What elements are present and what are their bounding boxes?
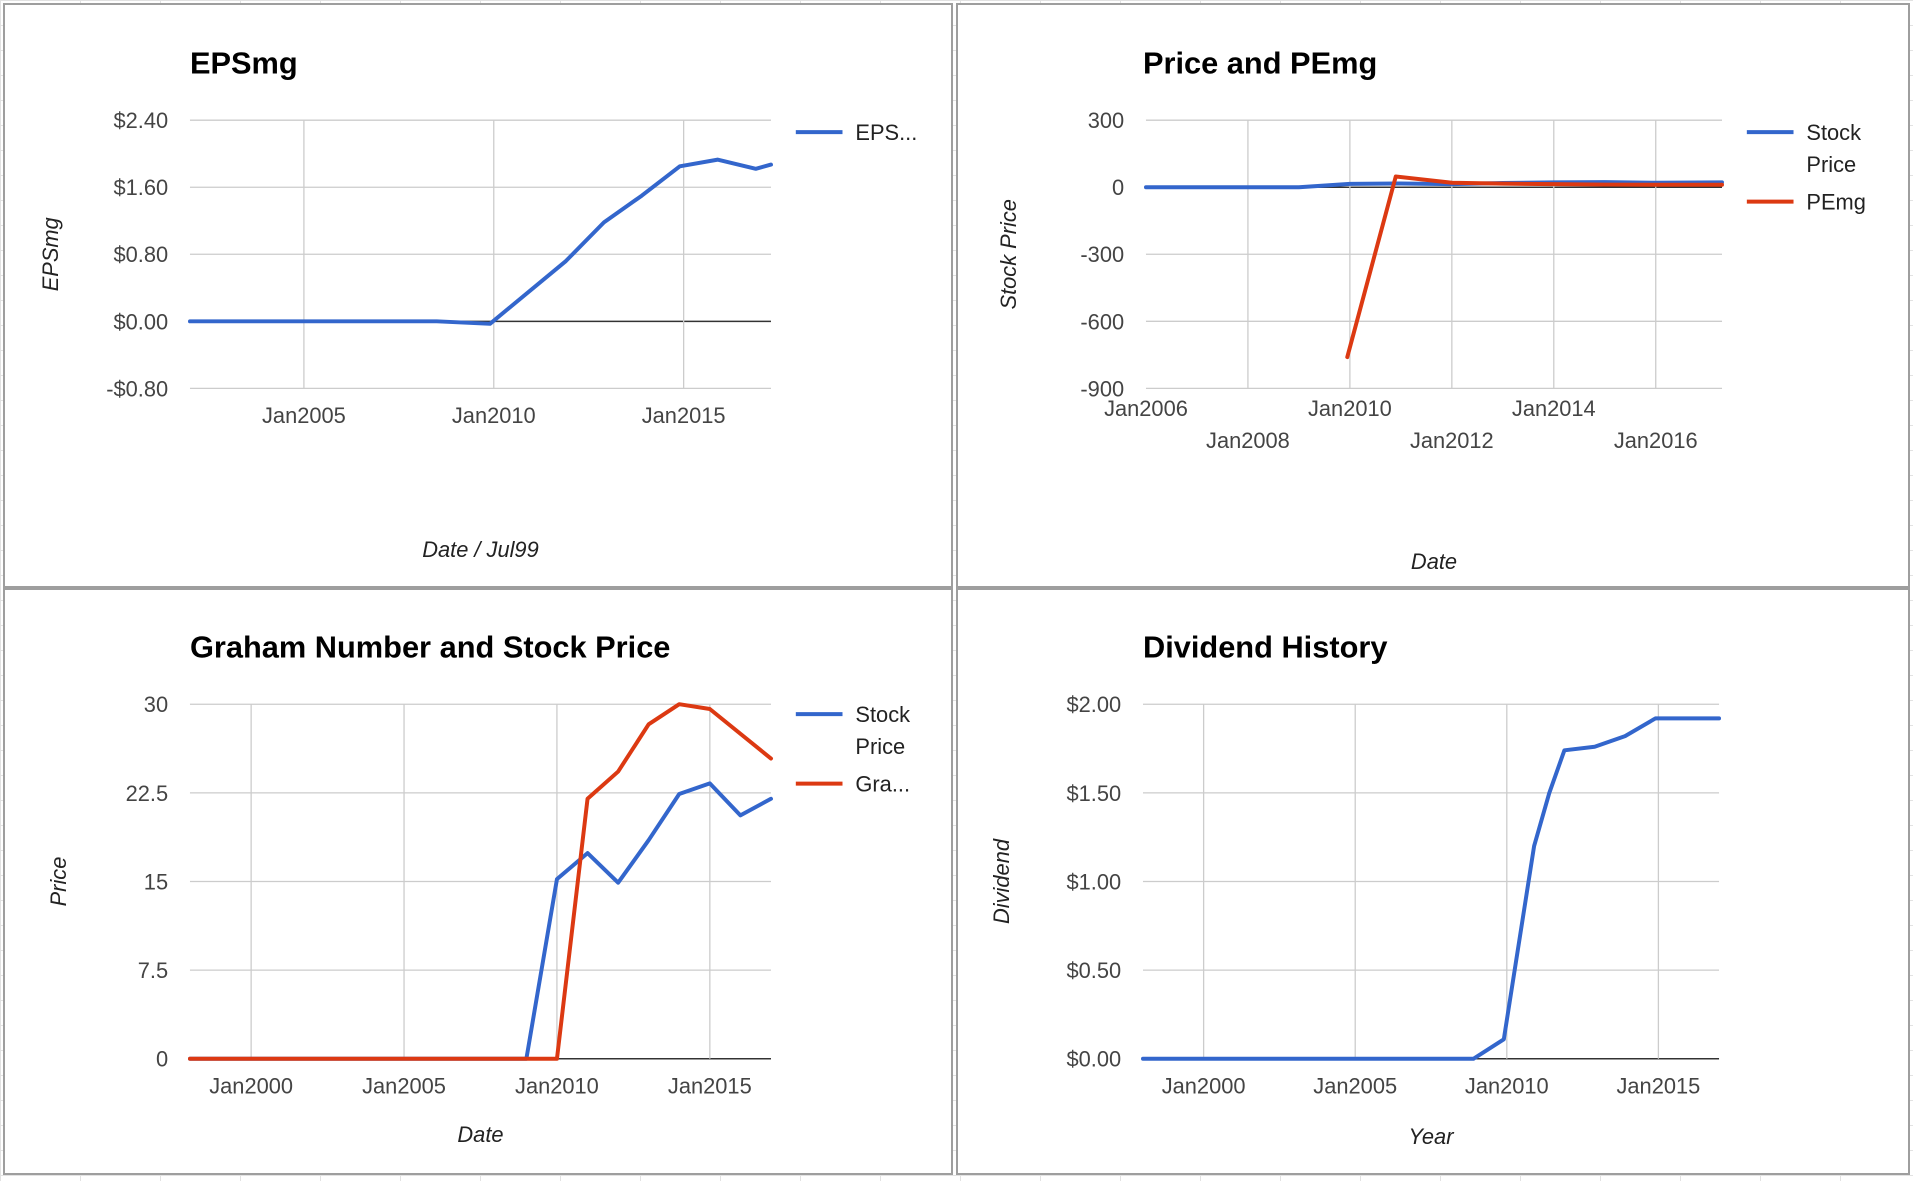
legend-label: PEmg — [1806, 190, 1865, 215]
x-axis-title: Year — [1409, 1124, 1456, 1149]
x-tick-label: Jan2005 — [262, 403, 346, 428]
x-axis-title: Date — [457, 1122, 503, 1147]
chart-title: Graham Number and Stock Price — [190, 630, 670, 665]
series-line-0 — [187, 157, 773, 326]
y-tick-label: $0.50 — [1066, 958, 1121, 983]
y-tick-label: $0.80 — [114, 242, 169, 267]
y-tick-label: -600 — [1080, 309, 1124, 334]
y-tick-label: $0.00 — [114, 309, 169, 334]
y-tick-label: -900 — [1080, 376, 1124, 401]
x-tick-label: Jan2014 — [1512, 396, 1596, 421]
chart-price-and-pemg[interactable]: Price and PEmg 300 0 -300 -600 -900 Jan2006 Jan… — [956, 3, 1910, 588]
x-tick-label: Jan2012 — [1410, 428, 1494, 453]
chart-graham-number-svg: Graham Number and Stock Price 30 22.5 15 7.5… — [46, 630, 910, 1148]
y-axis-title: Price — [46, 857, 71, 907]
y-tick-label: $1.50 — [1066, 781, 1121, 806]
y-axis-title: Stock Price — [996, 199, 1021, 309]
x-tick-label: Jan2015 — [642, 403, 726, 428]
x-tick-label: Jan2006 — [1104, 396, 1188, 421]
y-tick-label: 7.5 — [138, 958, 168, 983]
x-axis-title: Date — [1411, 549, 1457, 574]
y-tick-label: 0 — [1112, 175, 1124, 200]
x-tick-label: Jan2005 — [1313, 1074, 1397, 1099]
x-tick-label: Jan2015 — [668, 1074, 752, 1099]
x-tick-label: Jan2008 — [1206, 428, 1290, 453]
legend-label: EPS... — [855, 120, 917, 145]
x-tick-label: Jan2016 — [1614, 428, 1698, 453]
y-tick-label: -300 — [1080, 242, 1124, 267]
x-tick-label: Jan2010 — [452, 403, 536, 428]
y-tick-label: $2.00 — [1066, 692, 1121, 717]
chart-title: EPSmg — [190, 46, 298, 81]
y-tick-label: $1.00 — [1066, 869, 1121, 894]
x-tick-label: Jan2010 — [1308, 396, 1392, 421]
y-tick-label: $0.00 — [1066, 1047, 1121, 1072]
y-axis-title: EPSmg — [38, 217, 63, 291]
series-line-0 — [187, 781, 773, 1061]
chart-dividend-history-svg: Dividend History $2.00 $1.50 $1.00 $0.50 $0.0… — [989, 630, 1722, 1149]
series-line-1 — [187, 702, 773, 1061]
y-tick-label: 30 — [144, 692, 168, 717]
y-axis-title: Dividend — [989, 838, 1014, 924]
y-tick-label: 0 — [156, 1047, 168, 1072]
legend-label: Price — [1806, 152, 1856, 177]
y-tick-label: $1.60 — [114, 175, 169, 200]
legend-label: Gra... — [855, 772, 910, 797]
x-tick-label: Jan2010 — [1465, 1074, 1549, 1099]
series-line-0 — [1141, 716, 1722, 1061]
y-tick-label: 300 — [1088, 108, 1124, 133]
chart-epsmg[interactable]: EPSmg $2.40 $1.60 $0.80 $0.00 -$0.80 Jan2005 Ja… — [3, 3, 953, 588]
chart-title: Dividend History — [1143, 630, 1387, 665]
chart-graham-number-and-stock-price[interactable]: Graham Number and Stock Price 30 22.5 15 7.5… — [3, 588, 953, 1175]
chart-epsmg-svg: EPSmg $2.40 $1.60 $0.80 $0.00 -$0.80 Jan2005 Ja… — [38, 46, 917, 563]
chart-title: Price and PEmg — [1143, 46, 1377, 81]
x-tick-label: Jan2005 — [362, 1074, 446, 1099]
chart-dividend-history[interactable]: Dividend History $2.00 $1.50 $1.00 $0.50 $0.0… — [956, 588, 1910, 1175]
x-tick-label: Jan2000 — [209, 1074, 293, 1099]
legend-label: Stock — [1806, 120, 1861, 145]
x-tick-label: Jan2010 — [515, 1074, 599, 1099]
y-tick-label: 15 — [144, 869, 168, 894]
y-tick-label: 22.5 — [126, 781, 169, 806]
legend-label: Stock — [855, 702, 910, 727]
legend-label: Price — [855, 734, 905, 759]
x-tick-label: Jan2000 — [1162, 1074, 1246, 1099]
x-axis-title: Date / Jul99 — [422, 537, 538, 562]
y-tick-label: -$0.80 — [106, 376, 168, 401]
x-tick-label: Jan2015 — [1616, 1074, 1700, 1099]
y-tick-label: $2.40 — [114, 108, 169, 133]
series-line-1 — [1345, 174, 1724, 360]
